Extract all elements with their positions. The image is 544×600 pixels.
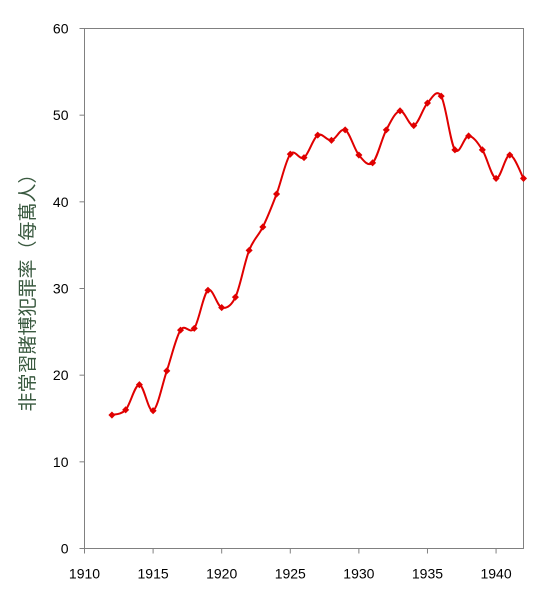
data-point <box>341 126 349 134</box>
data-point <box>465 132 473 140</box>
data-point <box>327 136 335 144</box>
data-point <box>190 324 198 332</box>
data-point <box>519 174 528 182</box>
x-tick-label: 1915 <box>138 566 169 582</box>
data-point <box>355 151 363 159</box>
data-point <box>149 407 157 415</box>
x-tick-label: 1910 <box>69 566 100 582</box>
data-point <box>478 146 486 154</box>
x-tick-label: 1940 <box>480 566 511 582</box>
data-point <box>396 107 404 115</box>
x-tick-label: 1920 <box>206 566 237 582</box>
data-point <box>410 122 418 130</box>
data-point <box>273 190 281 198</box>
data-point <box>204 286 212 294</box>
y-tick-label: 40 <box>53 194 69 210</box>
data-point <box>382 126 390 134</box>
y-tick-label: 20 <box>53 367 69 383</box>
y-tick-label: 10 <box>53 454 69 470</box>
y-tick-label: 0 <box>61 541 69 557</box>
data-point <box>451 146 459 154</box>
data-point <box>218 304 226 312</box>
data-point <box>245 246 253 254</box>
x-axis-ticks: 1910 1915 1920 1925 1930 1935 1940 <box>69 548 512 582</box>
data-point <box>231 293 239 301</box>
data-point <box>369 159 377 167</box>
data-point <box>163 367 171 375</box>
y-tick-label: 60 <box>53 21 69 37</box>
data-point <box>300 154 308 162</box>
data-point <box>437 92 445 100</box>
data-point <box>176 326 185 334</box>
x-tick-label: 1930 <box>343 566 374 582</box>
plot-area <box>84 28 524 549</box>
x-tick-label: 1925 <box>275 566 306 582</box>
y-axis-ticks: 0 10 20 30 40 50 60 <box>53 21 85 557</box>
data-point <box>423 99 432 107</box>
y-tick-label: 50 <box>53 107 69 123</box>
data-point <box>286 150 294 158</box>
data-point <box>506 151 514 159</box>
data-point <box>314 131 322 139</box>
data-point <box>259 223 267 231</box>
data-point <box>492 174 500 182</box>
data-point <box>108 411 116 419</box>
y-axis-label: 非常習賭博犯罪率（每萬人） <box>17 164 39 411</box>
x-tick-label: 1935 <box>412 566 443 582</box>
data-point <box>135 381 143 389</box>
series-group <box>108 92 528 419</box>
data-point <box>122 406 130 414</box>
y-tick-label: 30 <box>53 281 69 297</box>
